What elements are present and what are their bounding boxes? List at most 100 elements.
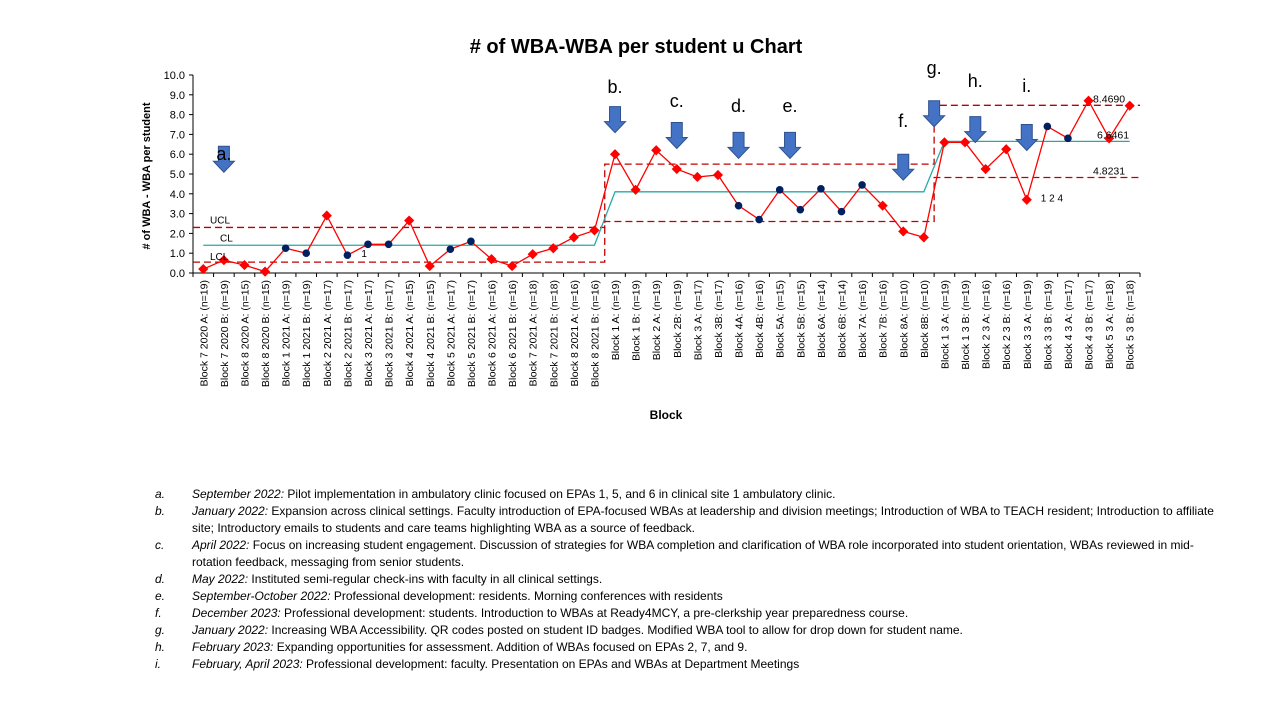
x-tick-label: Block 3 2021 A: (n=17) [363, 280, 375, 387]
data-point [467, 237, 475, 246]
chart-title: # of WBA-WBA per student u Chart [470, 36, 803, 58]
note-letter: a. [155, 487, 166, 501]
cl-value-label: 6.6461 [1097, 129, 1129, 141]
x-tick-label: Block 2 2021 B: (n=17) [342, 280, 354, 387]
x-axis-label: Block [650, 408, 683, 422]
data-point [775, 186, 784, 194]
x-tick-label: Block 5 3 A: (n=18) [1104, 280, 1116, 369]
note-date: September-October 2022: [192, 589, 331, 603]
x-tick-label: Block 7 2020 B: (n=19) [219, 280, 231, 387]
x-tick-label: Block 5B: (n=15) [795, 280, 807, 358]
x-tick-label: Block 2B: (n=19) [672, 280, 684, 358]
x-tick-label: Block 5A: (n=15) [775, 280, 787, 358]
data-point-signal [259, 266, 271, 277]
ucl-line [193, 104, 1140, 229]
note-date: February, April 2023: [192, 657, 303, 671]
data-point [1064, 134, 1072, 143]
note-date: December 2023: [192, 606, 281, 620]
data-point-signal [239, 259, 250, 271]
data-point-signal [321, 210, 332, 221]
y-tick-label: 10.0 [164, 70, 185, 82]
x-tick-label: Block 6 2021 A: (n=16) [487, 280, 499, 387]
annotation-arrow [891, 153, 915, 181]
note-letter: b. [155, 504, 166, 518]
x-tick-label: Block 1 A: (n=19) [610, 280, 622, 360]
data-point-signal [712, 169, 724, 181]
note-letter: f. [155, 606, 162, 620]
annotation-letter: b. [608, 77, 623, 97]
annotation-letter: e. [783, 96, 798, 116]
x-tick-label: Block 8A: (n=10) [898, 280, 910, 358]
note-date: January 2022: [192, 504, 269, 518]
x-tick-label: Block 8 2020 B: (n=15) [260, 280, 272, 387]
series-line [203, 99, 1131, 273]
x-tick-label: Block 3 2021 B: (n=17) [384, 280, 396, 387]
y-tick-label: 3.0 [170, 209, 185, 221]
data-point-signal [486, 254, 497, 265]
y-tick-label: 4.0 [170, 189, 185, 201]
data-point [858, 181, 866, 189]
annotation-arrow [603, 106, 627, 134]
x-tick-label: Block 1 3 B: (n=19) [960, 280, 972, 370]
x-tick-label: Block 4A: (n=16) [734, 280, 746, 358]
note-item: h. February 2023: Expanding opportunities… [155, 639, 1215, 656]
data-point [364, 240, 372, 249]
x-tick-label: Block 6B: (n=14) [836, 280, 848, 358]
x-tick-label: Block 4 3 B: (n=17) [1084, 280, 1096, 370]
x-tick-label: Block 7 2020 A: (n=19) [198, 280, 210, 387]
x-tick-label: Block 2 3 B: (n=16) [1001, 280, 1013, 370]
note-letter: e. [155, 589, 166, 603]
note-date: April 2022: [192, 538, 250, 552]
note-text: Instituted semi-regular check-ins with f… [248, 572, 603, 586]
annotation-arrow [665, 122, 689, 150]
annotation-arrow [726, 131, 751, 160]
x-tick-label: Block 7A: (n=16) [857, 280, 869, 358]
note-date: September 2022: [192, 487, 285, 501]
note-text: Expanding opportunities for assessment. … [273, 640, 748, 654]
note-item: a. September 2022: Pilot implementation i… [155, 486, 1215, 503]
annotation-letter: f. [898, 111, 908, 131]
lcl-line [193, 176, 1140, 263]
rule-label: 1 2 4 [1041, 194, 1064, 205]
x-tick-label: Block 4B: (n=16) [754, 280, 766, 358]
note-text: Professional development: students. Intr… [280, 606, 909, 620]
data-point [1043, 122, 1052, 131]
note-text: Professional development: residents. Mor… [330, 589, 723, 603]
x-tick-label: Block 3 3 A: (n=19) [1022, 280, 1034, 369]
annotation-letter: h. [968, 71, 983, 91]
data-point-signal [630, 184, 641, 195]
data-point-signal [507, 260, 518, 272]
data-point-signal [1124, 100, 1135, 111]
x-tick-label: Block 7 2021 B: (n=18) [548, 280, 560, 387]
data-point [281, 244, 290, 253]
note-item: i. February, April 2023: Professional dev… [155, 656, 1215, 673]
note-item: c. April 2022: Focus on increasing studen… [155, 537, 1215, 571]
annotation-arrow [212, 145, 236, 174]
rule-label: 1 [361, 249, 367, 260]
x-tick-label: Block 7B: (n=16) [878, 280, 890, 358]
lcl-label: LCL [210, 252, 229, 263]
data-point-signal [527, 249, 538, 260]
data-point-signal [1021, 194, 1032, 205]
x-tick-label: Block 2 2021 A: (n=17) [322, 280, 334, 387]
y-tick-label: 6.0 [170, 149, 185, 161]
note-date: January 2022: [192, 623, 269, 637]
data-point-signal [568, 232, 579, 243]
x-tick-label: Block 5 2021 A: (n=17) [445, 280, 457, 387]
x-tick-label: Block 6 2021 B: (n=16) [507, 280, 519, 387]
note-text: Expansion across clinical settings. Facu… [192, 504, 1214, 535]
note-date: February 2023: [192, 640, 274, 654]
data-point [302, 249, 311, 257]
u-chart: # of WBA-WBA per student u Chart # of WB… [141, 36, 1141, 422]
x-tick-label: Block 3 3 B: (n=19) [1042, 280, 1054, 370]
x-tick-label: Block 1 2021 B: (n=19) [301, 280, 313, 387]
data-point-signal [692, 171, 703, 183]
note-item: g. January 2022: Increasing WBA Accessibi… [155, 622, 1215, 639]
y-tick-label: 0.0 [170, 268, 185, 280]
data-point [817, 185, 825, 193]
data-point-signal [589, 225, 600, 236]
note-item: d. May 2022: Instituted semi-regular chec… [155, 571, 1215, 588]
y-tick-label: 5.0 [170, 169, 185, 181]
lcl-value-label: 4.8231 [1093, 166, 1125, 178]
x-tick-label: Block 1 3 A: (n=19) [939, 280, 951, 369]
